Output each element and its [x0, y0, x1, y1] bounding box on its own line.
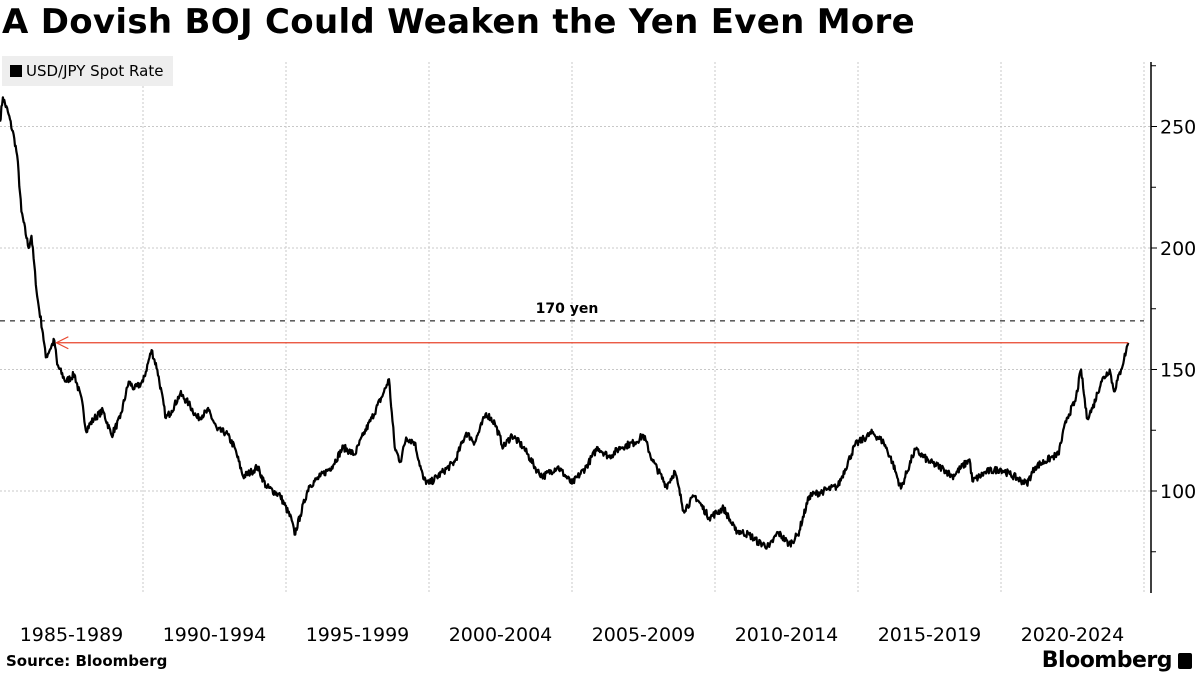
x-tick-label: 2015-2019 — [878, 624, 982, 646]
y-tick-label: 100 — [1160, 481, 1196, 503]
legend: USD/JPY Spot Rate — [2, 56, 174, 86]
x-tick-label: 1985-1989 — [20, 624, 124, 646]
x-tick-label: 1995-1999 — [306, 624, 410, 646]
chart-title: A Dovish BOJ Could Weaken the Yen Even M… — [2, 2, 915, 42]
arrow-head — [54, 336, 69, 350]
threshold-label: 170 yen — [536, 301, 599, 317]
x-tick-label: 2010-2014 — [735, 624, 839, 646]
logo-icon — [1178, 652, 1192, 669]
x-tick-label: 1990-1994 — [163, 624, 267, 646]
source-note: Source: Bloomberg — [6, 652, 168, 670]
legend-swatch — [10, 65, 22, 77]
y-tick-label: 200 — [1160, 238, 1196, 260]
series-line-usd-jpy — [0, 96, 1130, 550]
legend-label: USD/JPY Spot Rate — [26, 62, 164, 80]
x-tick-label: 2020-2024 — [1021, 624, 1125, 646]
brand-text: Bloomberg — [1041, 648, 1173, 673]
bloomberg-logo: Bloomberg — [1042, 648, 1192, 673]
x-tick-label: 2005-2009 — [592, 624, 696, 646]
y-tick-label: 250 — [1160, 117, 1196, 139]
y-tick-label: 150 — [1160, 360, 1196, 382]
x-tick-label: 2000-2004 — [449, 624, 553, 646]
